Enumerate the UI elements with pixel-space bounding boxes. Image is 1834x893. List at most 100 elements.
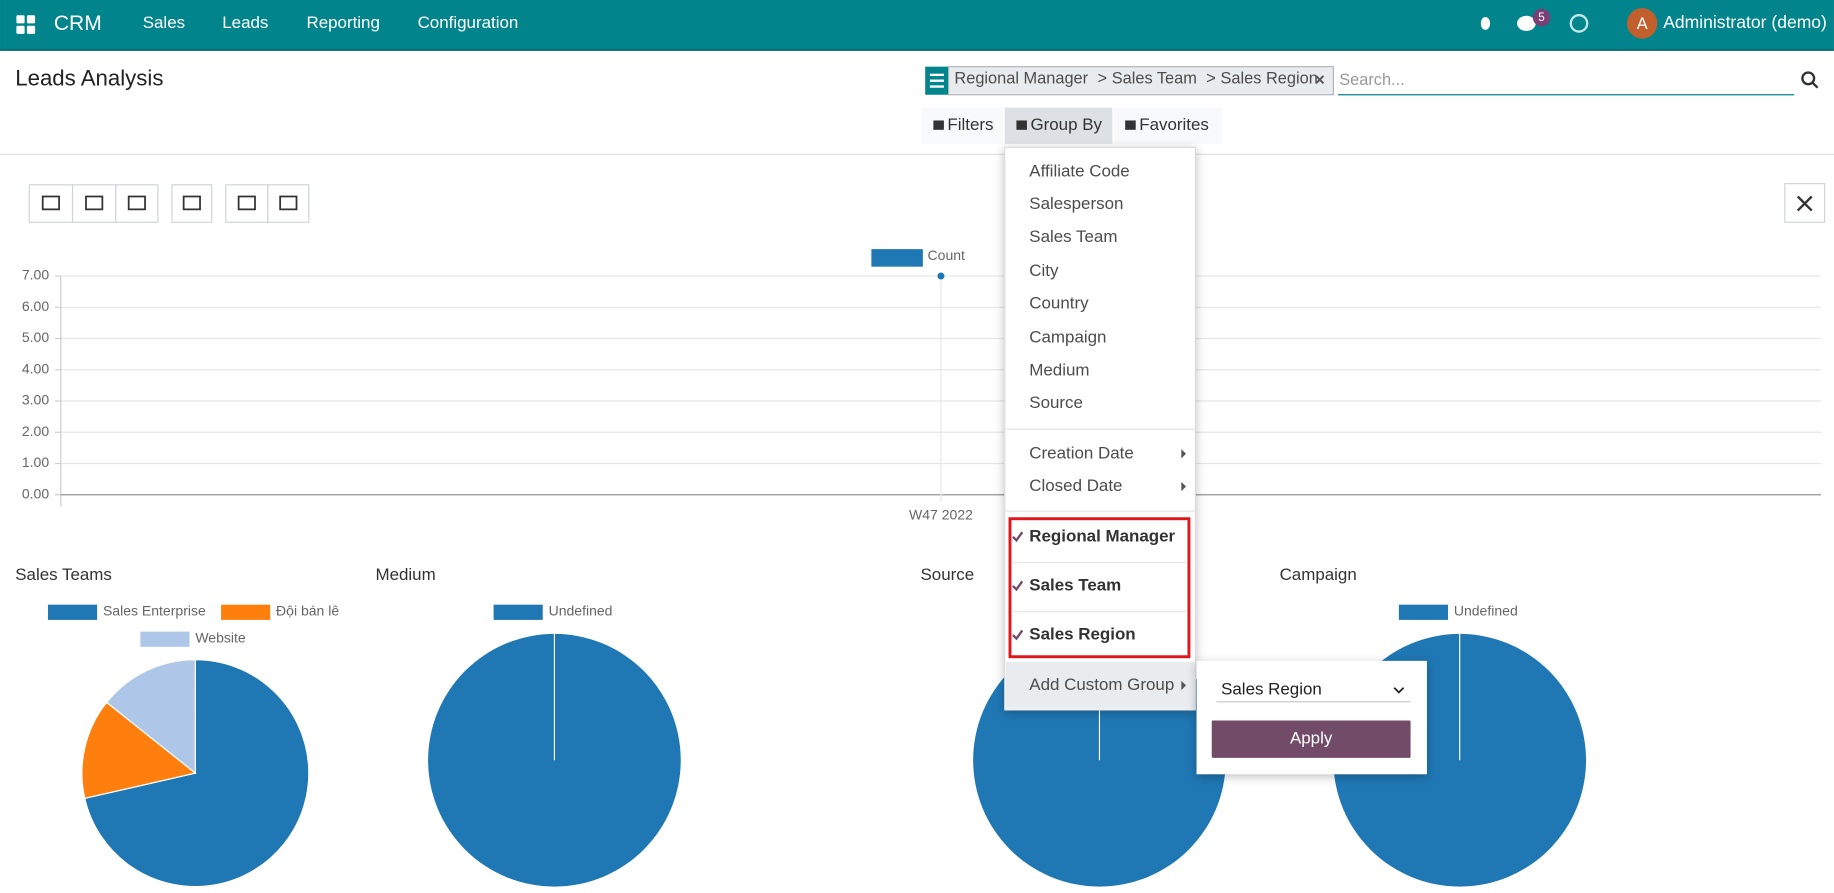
checkmark	[1012, 580, 1024, 592]
menu-option-selected[interactable]: Regional Manager	[1029, 526, 1175, 545]
legend-swatch	[140, 631, 190, 647]
menu-option[interactable]: Source	[1029, 393, 1083, 412]
app-name[interactable]: CRM	[54, 12, 102, 35]
legend-label: Undefined	[1454, 602, 1518, 618]
toolbar-icon	[1016, 120, 1027, 130]
facet-icon	[929, 79, 944, 82]
facet-separator: >	[1206, 70, 1216, 88]
chart-tool-icon	[237, 195, 256, 211]
menu-option[interactable]: Affiliate Code	[1029, 161, 1129, 180]
y-tick-label: 5.00	[22, 329, 49, 345]
menu-option[interactable]: Salesperson	[1029, 194, 1123, 213]
menu-item[interactable]: Leads	[222, 13, 268, 32]
chart-tool-button[interactable]	[171, 184, 213, 223]
facet-text: Regional Manager > Sales Team > Sales Region	[954, 70, 1317, 88]
apps-icon	[26, 15, 36, 24]
y-tick-label: 1.00	[22, 454, 49, 470]
highlight-box	[1008, 517, 1191, 659]
search-placeholder: Search...	[1339, 71, 1404, 89]
custom-group-select[interactable]: Sales Region	[1221, 680, 1322, 699]
avatar[interactable]	[1626, 8, 1658, 39]
legend-swatch	[1398, 604, 1449, 620]
custom-group-label: Add Custom Group	[1029, 675, 1174, 694]
menu-option[interactable]: Closed Date	[1029, 476, 1122, 495]
chart-tool-icon	[85, 195, 104, 211]
badge	[1532, 8, 1551, 27]
debug-icon[interactable]	[1480, 16, 1491, 30]
apps-icon	[16, 15, 25, 24]
navbar-border	[0, 49, 1834, 51]
chart-tool-icon	[182, 195, 201, 211]
chart-tool-icon	[279, 195, 298, 211]
chart-title: Medium	[375, 565, 435, 584]
y-tick-label: 6.00	[22, 298, 49, 314]
chart-tool-icon	[127, 195, 146, 211]
toolbar-button-label: Group By	[1030, 115, 1102, 134]
search-input[interactable]	[1338, 66, 1795, 95]
legend-label: Undefined	[549, 602, 613, 618]
y-tick-label: 2.00	[22, 423, 49, 439]
chart-tool-button[interactable]	[267, 184, 310, 223]
menu-option[interactable]: City	[1029, 261, 1059, 280]
search-icon[interactable]	[1801, 71, 1816, 86]
menu-option[interactable]: Medium	[1029, 360, 1089, 379]
menu-item[interactable]: Reporting	[306, 13, 379, 32]
legend-swatch	[221, 604, 271, 620]
facet-value: Sales Region	[1220, 70, 1317, 88]
menu-option-selected[interactable]: Sales Team	[1029, 575, 1121, 594]
menu-item[interactable]: Sales	[143, 13, 185, 32]
custom-group-row[interactable]	[1005, 662, 1196, 709]
menu-option[interactable]: Campaign	[1029, 328, 1106, 347]
fullscreen-icon	[1796, 195, 1813, 212]
legend-label: Sales Enterprise	[103, 602, 206, 618]
menu-option[interactable]: Sales Team	[1029, 227, 1117, 246]
apps-icon	[26, 25, 36, 34]
activity-icon[interactable]	[1569, 14, 1589, 33]
pie-slice	[105, 659, 196, 775]
y-tick-label: 0.00	[22, 485, 49, 501]
search-icon-handle	[1812, 82, 1819, 89]
checkmark	[1012, 531, 1024, 543]
facet-remove[interactable]: ×	[1315, 69, 1325, 89]
legend-label: Count	[928, 247, 966, 263]
legend-swatch	[47, 604, 98, 620]
chart-tool-button[interactable]	[115, 184, 159, 223]
apply-label: Apply	[1290, 729, 1333, 748]
submenu-caret	[1181, 481, 1187, 492]
y-tick-label: 4.00	[22, 360, 49, 376]
facet-separator: >	[1097, 70, 1107, 88]
x-tick-label: W47 2022	[909, 507, 973, 523]
badge-count: 5	[1538, 11, 1545, 24]
chart-tool-icon	[41, 195, 60, 211]
menu-item[interactable]: Configuration	[418, 13, 519, 32]
facet-value: Regional Manager	[954, 70, 1088, 88]
menu-option[interactable]: Country	[1029, 294, 1089, 313]
chart-title: Source	[921, 565, 975, 584]
toolbar-icon	[1125, 120, 1136, 130]
menu-option-selected[interactable]: Sales Region	[1029, 625, 1135, 644]
menu-option[interactable]: Creation Date	[1029, 443, 1134, 462]
legend-label: Website	[195, 629, 246, 645]
legend-swatch	[493, 604, 543, 620]
apply-button[interactable]	[1211, 720, 1411, 758]
facet	[947, 66, 1334, 96]
chat-icon[interactable]	[1517, 15, 1536, 31]
chart-title: Sales Teams	[15, 565, 112, 584]
avatar-letter: A	[1637, 15, 1648, 33]
navbar	[0, 0, 1834, 51]
chart-tool-button[interactable]	[225, 184, 269, 223]
legend-label: Đội bán lê	[276, 602, 339, 618]
toolbar-button-label: Filters	[947, 115, 993, 134]
submenu-caret	[1181, 449, 1187, 459]
chart-title: Campaign	[1280, 565, 1357, 584]
facet-icon	[929, 85, 944, 88]
toolbar-icon	[933, 120, 944, 130]
user-name[interactable]: Administrator (demo)	[1663, 12, 1827, 32]
checkmark	[1012, 629, 1024, 641]
chart-tool-button[interactable]	[28, 184, 74, 223]
page-title: Leads Analysis	[15, 65, 163, 90]
pie-slice	[81, 701, 197, 800]
facet-value: Sales Team	[1112, 70, 1197, 88]
chart-tool-button[interactable]	[71, 184, 117, 223]
